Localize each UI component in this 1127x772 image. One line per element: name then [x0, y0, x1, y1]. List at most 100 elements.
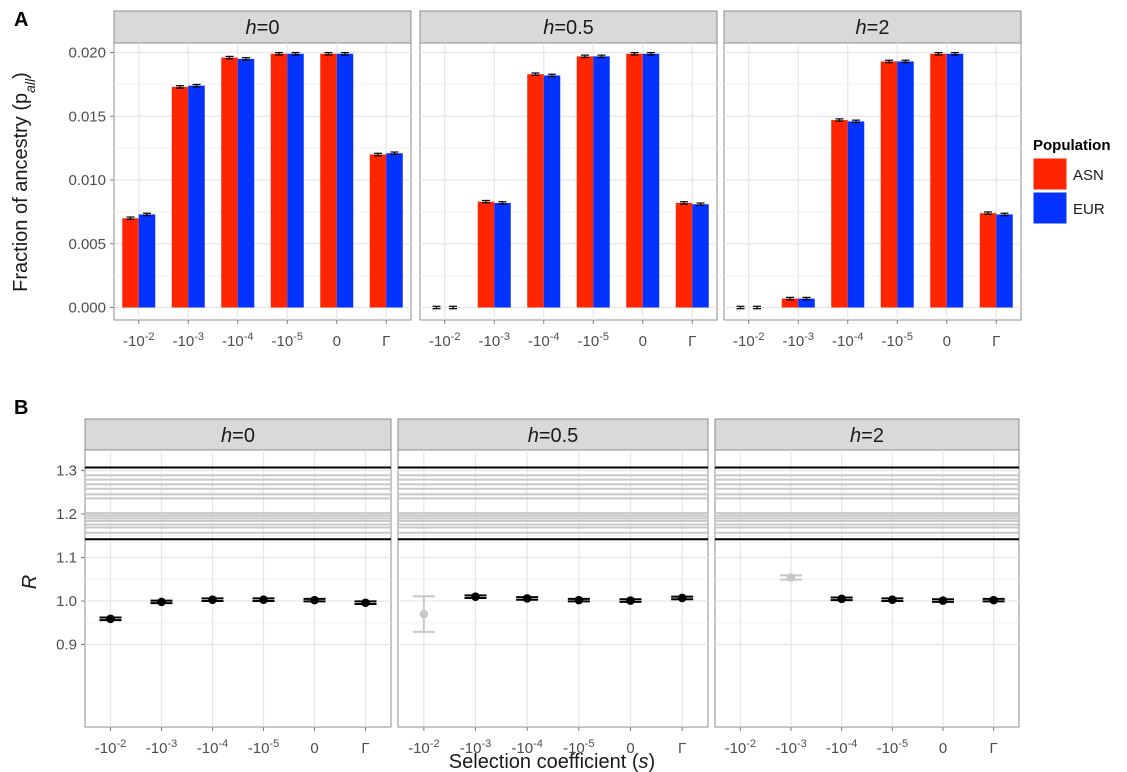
x-tick-label: -10-3 — [775, 738, 806, 757]
x-tick-label: -10-2 — [725, 738, 756, 757]
x-tick-exp: -2 — [145, 331, 155, 343]
facet-b-2: h=2-10-2 -10-3 -10-4 -10-5 0 Γ — [714, 418, 1020, 757]
data-point — [310, 595, 319, 605]
data-point — [574, 595, 584, 605]
x-tick-base: -10 — [248, 740, 270, 757]
x-tick-base: -10 — [511, 740, 533, 757]
x-tick-label: -10-5 — [882, 331, 913, 350]
x-tick-label: -10-3 — [173, 331, 204, 350]
legend-label-eur: EUR — [1073, 201, 1105, 218]
x-tick-base: -10 — [222, 333, 244, 350]
x-tick-exp: -3 — [194, 331, 204, 343]
x-tick-exp: -4 — [218, 738, 228, 750]
x-tick-base: -10 — [826, 740, 848, 757]
x-tick-exp: -5 — [898, 738, 908, 750]
bar-eur — [494, 202, 511, 308]
bar-asn — [675, 202, 693, 308]
legend-label-asn: ASN — [1073, 167, 1104, 184]
facet-b-0: h=0-10-2 -10-3 -10-4 -10-5 0 Γ — [84, 418, 392, 757]
x-tick-base: Γ — [382, 333, 390, 350]
bar-asn — [270, 53, 288, 308]
bar-eur — [692, 204, 709, 308]
y-tick-label: 1.1 — [56, 550, 77, 567]
x-tick-label: -10-2 — [408, 738, 439, 757]
y-tick-label: 1.3 — [56, 463, 77, 480]
x-tick-base: -10 — [173, 333, 195, 350]
y-tick-label: 0.9 — [56, 637, 77, 654]
facet-strip — [84, 418, 392, 451]
data-point — [888, 595, 897, 604]
facet-strip — [113, 10, 412, 44]
x-tick-label: -10-4 — [832, 331, 863, 350]
x-tick-label: -10-4 — [222, 331, 253, 350]
plot-area — [397, 449, 709, 728]
facet-h-val: =2 — [861, 425, 884, 447]
x-tick-exp: -3 — [167, 738, 177, 750]
facet-a-0: h=0-10-2 -10-3 -10-4 -10-5 0 Γ — [113, 10, 412, 350]
data-point — [677, 593, 687, 603]
bar-asn — [369, 154, 387, 308]
bar-eur — [996, 214, 1013, 308]
x-tick-base: -10 — [528, 333, 550, 350]
x-tick-base: -10 — [877, 740, 899, 757]
y-axis-title-a: Fraction of ancestry (pall) — [10, 72, 38, 292]
x-tick-exp: -5 — [903, 331, 913, 343]
x-tick-label: -10-5 — [877, 738, 908, 757]
panel-b: Bh=0-10-2 -10-3 -10-4 -10-5 0 Γh=0.5-10-2 -10-… — [14, 397, 1020, 772]
y-tick-label: 0.015 — [68, 108, 106, 125]
data-point — [786, 573, 796, 582]
bar-eur — [847, 121, 865, 308]
x-tick-exp: -5 — [585, 738, 595, 750]
facet-b-1: h=0.5-10-2 -10-3 -10-4 -10-5 0 Γ — [397, 418, 709, 757]
x-tick-base: -10 — [832, 333, 854, 350]
bar-eur — [138, 214, 156, 308]
bar-asn — [122, 218, 139, 308]
bar-eur — [237, 58, 255, 308]
x-tick-exp: -2 — [746, 738, 756, 750]
x-tick-exp: -5 — [599, 331, 609, 343]
bar-asn — [880, 61, 898, 308]
facet-strip — [723, 10, 1022, 44]
x-tick-label: -10-4 — [528, 331, 559, 350]
bar-asn — [320, 53, 337, 308]
facet-strip-label: h=0.5 — [543, 17, 594, 39]
facet-h-val: =0.5 — [554, 17, 593, 39]
facet-strip-label: h=2 — [850, 425, 884, 447]
bar-eur — [642, 53, 660, 308]
bar-asn — [781, 298, 799, 308]
x-tick-base: -10 — [197, 740, 219, 757]
facet-h-var: h — [246, 17, 257, 39]
x-tick-base: -10 — [408, 740, 430, 757]
legend-key-asn — [1032, 157, 1068, 191]
x-tick-label: 0 — [939, 740, 947, 757]
plot-area — [84, 449, 392, 728]
data-point — [208, 595, 217, 604]
x-tick-label: -10-3 — [146, 738, 177, 757]
y-tick-label: 0.010 — [68, 172, 106, 189]
bar-eur — [287, 53, 304, 308]
x-tick-base: -10 — [563, 740, 585, 757]
x-tick-base: -10 — [146, 740, 168, 757]
facet-strip-label: h=0.5 — [528, 425, 579, 447]
x-tick-label: 0 — [333, 333, 341, 350]
x-tick-base: Γ — [992, 333, 1000, 350]
x-tick-base: 0 — [333, 333, 341, 350]
bar-eur — [543, 75, 561, 308]
x-tick-exp: -5 — [293, 331, 303, 343]
plot-area — [723, 42, 1022, 321]
data-point — [522, 594, 532, 603]
x-tick-base: -10 — [578, 333, 600, 350]
x-tick-exp: -4 — [854, 331, 864, 343]
x-tick-base: -10 — [882, 333, 904, 350]
legend-title: Population — [1033, 137, 1111, 154]
x-tick-base: 0 — [943, 333, 951, 350]
x-tick-label: -10-2 — [123, 331, 154, 350]
panel-label-b: B — [14, 397, 28, 419]
x-tick-base: 0 — [639, 333, 647, 350]
bar-asn — [626, 53, 643, 308]
facet-h-var: h — [856, 17, 867, 39]
bar-eur — [798, 298, 815, 308]
x-tick-base: -10 — [429, 333, 451, 350]
facet-h-var: h — [850, 425, 861, 447]
facet-h-val: =0 — [257, 17, 280, 39]
